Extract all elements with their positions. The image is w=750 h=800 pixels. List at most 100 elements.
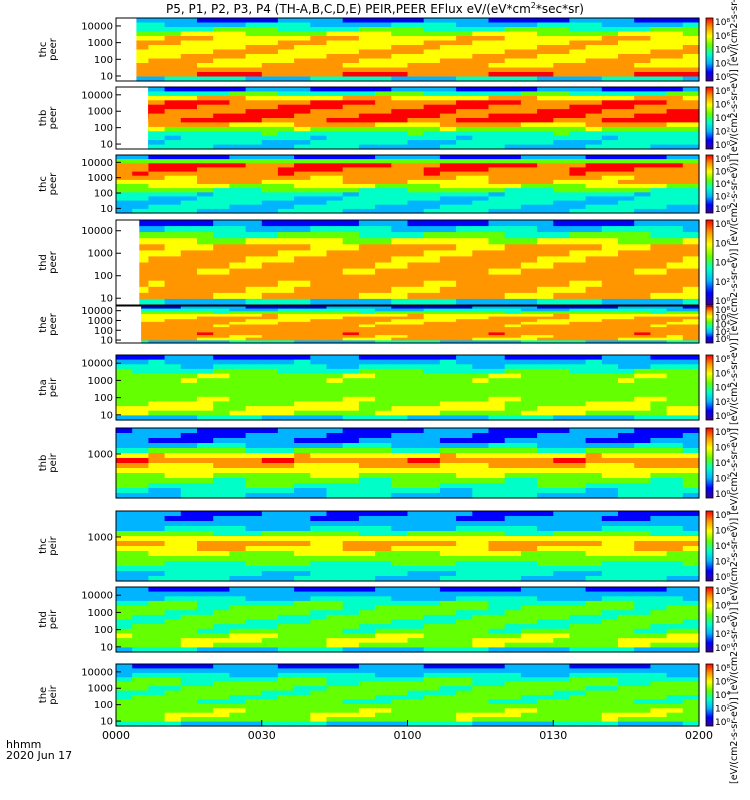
panel-thc-peer-cell: [569, 208, 587, 214]
panel-thd-peer-cell: [456, 298, 473, 306]
panel-thd-peir-cell: [294, 614, 311, 621]
panel-tha-peir-cell: [358, 406, 376, 412]
panel-the-peer-cell: [407, 332, 425, 336]
panel-the-peer-cell: [456, 327, 473, 331]
panel-thc-peer-cell: [375, 76, 392, 82]
panel-thd-peir-cell: [472, 605, 490, 611]
panel-tha-peir-cell: [650, 382, 668, 389]
panel-tha-peir-cell: [245, 364, 263, 370]
panel-thc-peer-cell: [391, 171, 409, 177]
panel-thd-peer-cell: [682, 292, 700, 300]
panel-the-peer-cell: [601, 319, 619, 323]
panel-the-peer-cell: [294, 332, 311, 336]
panel-tha-peir-cell: [391, 406, 409, 412]
panel-thd-peer-cell: [456, 280, 473, 288]
panel-thb-peer-cell: [213, 122, 230, 128]
panel-thd-peir-cell: [618, 610, 635, 616]
panel-thb-peir-cell: [650, 443, 668, 449]
panel-thd-peir-cell: [456, 605, 473, 611]
panel-thc-peer-cell: [666, 36, 684, 42]
panel-thc-peir-cell: [180, 556, 198, 562]
panel-the-peir-cell: [520, 664, 538, 669]
panel-thc-peir-cell: [148, 561, 166, 567]
panel-thc-peer-cell: [682, 192, 700, 197]
panel-thc-peer-cell: [423, 76, 441, 82]
panel-the-peer-cell: [682, 306, 700, 310]
panel-tha-peir-cell: [618, 387, 635, 393]
panel-thd-peir-cell: [358, 638, 376, 644]
panel-thb-peir-cell: [197, 473, 214, 479]
panel-thb-peir-cell: [585, 458, 603, 464]
panel-thb-peer-cell: [553, 95, 571, 101]
panel-thc-peer-cell: [456, 163, 473, 168]
panel-thb-peir-cell: [520, 448, 538, 454]
panel-thb-peer-cell: [148, 91, 166, 97]
panel-thc-peer-cell: [245, 155, 263, 160]
panel-thc-peer-cell: [164, 184, 182, 189]
panel-thd-peir-cell: [310, 619, 328, 625]
panel-thb-peer-cell: [423, 140, 441, 146]
panel-thb-peir-cell: [294, 463, 311, 469]
panel-thb-peir-cell: [634, 448, 651, 454]
panel-thd-peer-cell: [375, 232, 392, 239]
panel-the-peer-cell: [520, 306, 538, 310]
panel-thc-peir-cell: [277, 551, 295, 557]
panel-the-peer-cell: [294, 335, 311, 339]
panel-the-peir-cell: [569, 677, 587, 683]
panel-thd-peer-cell: [310, 226, 328, 233]
panel-thb-peer-cell: [326, 144, 344, 150]
panel-the-peir-cell: [375, 699, 392, 705]
panel-thb-peir-cell: [407, 468, 425, 474]
panel-thc-peer-cell: [520, 63, 538, 69]
panel-thc-peer-cell: [520, 18, 538, 24]
panel-thc-peir-cell: [148, 571, 166, 577]
panel-thd-peer-cell: [197, 274, 214, 282]
panel-tha-peir-cell: [116, 355, 133, 361]
panel-thb-peer-cell: [439, 135, 457, 141]
panel-thb-peir-cell: [439, 458, 457, 464]
panel-the-peer-cell: [358, 308, 376, 312]
panel-thb-peir-cell: [601, 463, 619, 469]
panel-tha-peir-cell: [682, 415, 700, 421]
panel-the-peir-cell: [553, 668, 571, 674]
panel-thd-peer-cell: [488, 220, 506, 227]
panel-tha-peir-cell: [520, 401, 538, 407]
panel-thd-peir-cell: [375, 642, 392, 648]
panel-the-peer-cell: [197, 313, 214, 318]
panel-thc-peer-cell: [553, 76, 571, 82]
panel-thd-peir-cell: [148, 600, 166, 607]
panel-thd-peir-cell: [601, 647, 619, 653]
panel-thd-peir-cell: [520, 605, 538, 611]
panel-thd-peir-cell: [164, 587, 182, 593]
panel-thc-peir-cell: [650, 561, 668, 567]
panel-thc-peir-cell: [504, 536, 522, 542]
panel-thc-peer-cell: [537, 76, 554, 82]
panel-the-peir-cell: [682, 668, 700, 674]
panel-thd-peer-cell: [358, 238, 376, 245]
panel-the-peer-cell: [245, 324, 263, 328]
panel-thd-peir-cell: [407, 605, 425, 611]
panel-thc-peer-cell: [164, 22, 182, 28]
panel-thb-peer-cell: [504, 87, 522, 92]
panel-thc-peer-cell: [407, 159, 425, 164]
panel-thb-peer-cell: [342, 100, 360, 106]
panel-thc-peir-cell: [682, 511, 700, 517]
panel-thb-peer-cell: [569, 118, 587, 123]
panel-tha-peir-cell: [553, 415, 571, 421]
panel-thc-peer-cell: [261, 155, 279, 160]
panel-thd-peir-cell: [682, 614, 700, 621]
panel-thc-peir-cell: [585, 546, 603, 552]
panel-thd-peer-cell: [650, 286, 668, 294]
panel-thc-peir-cell: [456, 516, 473, 522]
panel-thd-peir-cell: [553, 624, 571, 630]
panel-thc-peer-cell: [423, 40, 441, 46]
panel-thc-peir-cell: [423, 566, 441, 572]
panel-the-peir-cell: [375, 681, 392, 687]
panel-the-peir-cell: [456, 668, 473, 674]
panel-the-peir-cell: [310, 672, 328, 678]
panel-thb-peir-cell: [423, 453, 441, 459]
panel-thc-peer-cell: [456, 179, 473, 185]
panel-thd-peer-cell: [423, 256, 441, 264]
panel-thd-peer-cell: [245, 274, 263, 282]
panel-thd-peir-cell: [407, 624, 425, 630]
